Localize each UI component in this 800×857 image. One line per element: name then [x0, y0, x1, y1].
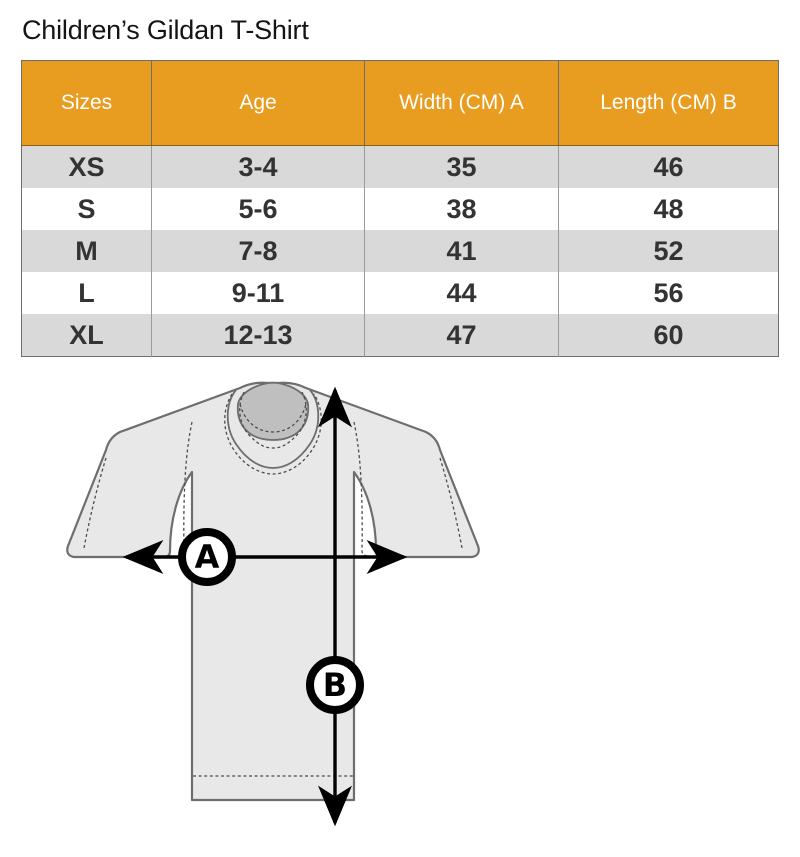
cell-length: 56: [558, 272, 779, 314]
measurement-a-group: A: [122, 528, 408, 586]
measurement-b-group: B: [306, 386, 364, 827]
table-row: S 5-6 38 48: [21, 188, 779, 230]
cell-width: 47: [364, 314, 559, 357]
measurement-b-badge: [306, 656, 364, 714]
measurement-b-label: B: [323, 666, 347, 704]
table-row: M 7-8 41 52: [21, 230, 779, 272]
tshirt-diagram: A B: [0, 360, 800, 857]
cell-age: 9-11: [151, 272, 365, 314]
cell-width: 38: [364, 188, 559, 230]
cell-size: M: [21, 230, 152, 272]
cell-width: 41: [364, 230, 559, 272]
cell-size: XL: [21, 314, 152, 357]
cell-size: XS: [21, 145, 152, 188]
shirt-body-group: [66, 381, 480, 802]
table-row: XS 3-4 35 46: [21, 145, 779, 188]
cell-age: 5-6: [151, 188, 365, 230]
measurement-a-badge: [178, 528, 236, 586]
collar-outer-band: [226, 389, 320, 469]
column-header-age: Age: [151, 60, 365, 146]
page-title: Children’s Gildan T-Shirt: [22, 15, 309, 45]
size-chart-table: Sizes Age Width (CM) A Length (CM) B XS …: [21, 60, 779, 357]
cell-age: 3-4: [151, 145, 365, 188]
collar-stitch-top: [239, 391, 307, 449]
cell-length: 48: [558, 188, 779, 230]
table-row: L 9-11 44 56: [21, 272, 779, 314]
table-row: XL 12-13 47 60: [21, 314, 779, 357]
column-header-width: Width (CM) A: [364, 60, 559, 146]
cell-age: 12-13: [151, 314, 365, 357]
column-header-length: Length (CM) B: [558, 60, 779, 146]
cell-length: 60: [558, 314, 779, 357]
cell-size: S: [21, 188, 152, 230]
shirt-silhouette: [66, 381, 480, 802]
cell-width: 44: [364, 272, 559, 314]
collar-stitch-inner: [239, 403, 307, 433]
measurement-a-label: A: [195, 538, 220, 576]
cell-width: 35: [364, 145, 559, 188]
cell-size: L: [21, 272, 152, 314]
cell-age: 7-8: [151, 230, 365, 272]
table-header-row: Sizes Age Width (CM) A Length (CM) B: [21, 60, 779, 146]
sleeve-hem-stitch-right: [439, 457, 463, 549]
column-header-sizes: Sizes: [21, 60, 152, 146]
cell-length: 46: [558, 145, 779, 188]
collar-inner: [236, 381, 310, 441]
stitch-lines-group: [83, 391, 463, 777]
cell-length: 52: [558, 230, 779, 272]
sleeve-hem-stitch-left: [83, 457, 107, 549]
collar-stitch-outer: [224, 393, 322, 475]
